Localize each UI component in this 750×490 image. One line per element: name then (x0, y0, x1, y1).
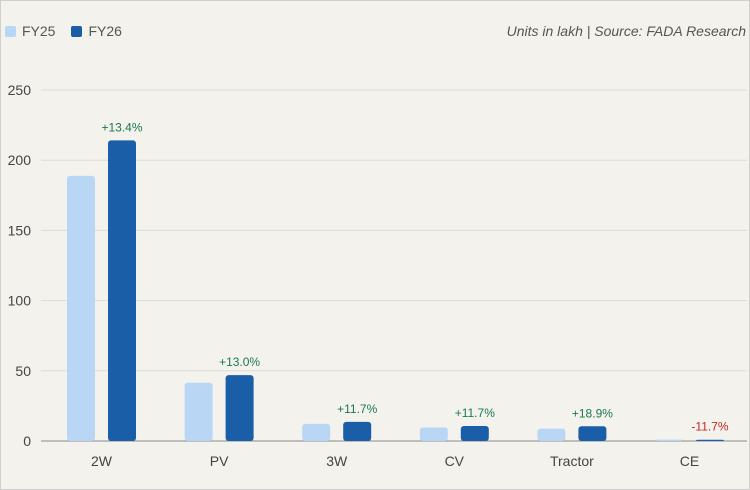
x-category-label: CE (680, 453, 699, 469)
x-category-label: 3W (326, 453, 348, 469)
bar-fy26-ce (696, 439, 724, 441)
bar-fy26-pv (225, 375, 254, 441)
y-tick-label: 100 (8, 293, 32, 309)
growth-label: +13.4% (101, 120, 142, 134)
bar-fy25-tractor (537, 428, 566, 441)
y-tick-label: 200 (8, 152, 32, 168)
y-tick-label: 250 (8, 82, 32, 98)
legend: FY25 FY26 (5, 23, 122, 39)
source-note: Units in lakh | Source: FADA Research (506, 23, 746, 39)
bar-fy25-3w (302, 423, 331, 441)
x-category-label: Tractor (550, 453, 594, 469)
x-category-label: PV (210, 453, 229, 469)
y-tick-label: 50 (15, 363, 31, 379)
bar-fy26-2w (108, 140, 136, 441)
legend-swatch-fy25 (5, 25, 16, 37)
bar-fy25-ce (655, 439, 683, 441)
legend-item-fy25: FY25 (5, 23, 55, 39)
legend-label-fy25: FY25 (22, 23, 56, 39)
bar-fy25-cv (419, 427, 448, 441)
bar-fy26-tractor (578, 426, 607, 441)
growth-label: +11.7% (455, 406, 495, 420)
growth-label: -11.7% (691, 420, 728, 434)
legend-label-fy26: FY26 (88, 23, 122, 39)
growth-label: +18.9% (572, 406, 613, 420)
legend-swatch-fy26 (71, 25, 83, 37)
x-category-label: CV (445, 453, 465, 469)
bar-fy26-cv (460, 425, 489, 441)
x-category-label: 2W (91, 453, 113, 469)
legend-item-fy26: FY26 (71, 23, 122, 39)
growth-label: +11.7% (337, 402, 377, 416)
bar-fy25-pv (184, 382, 213, 441)
growth-label: +13.0% (219, 355, 260, 369)
y-tick-label: 150 (8, 222, 32, 238)
bar-fy25-2w (67, 175, 95, 441)
bar-fy26-3w (343, 421, 372, 441)
y-tick-label: 0 (23, 433, 31, 449)
